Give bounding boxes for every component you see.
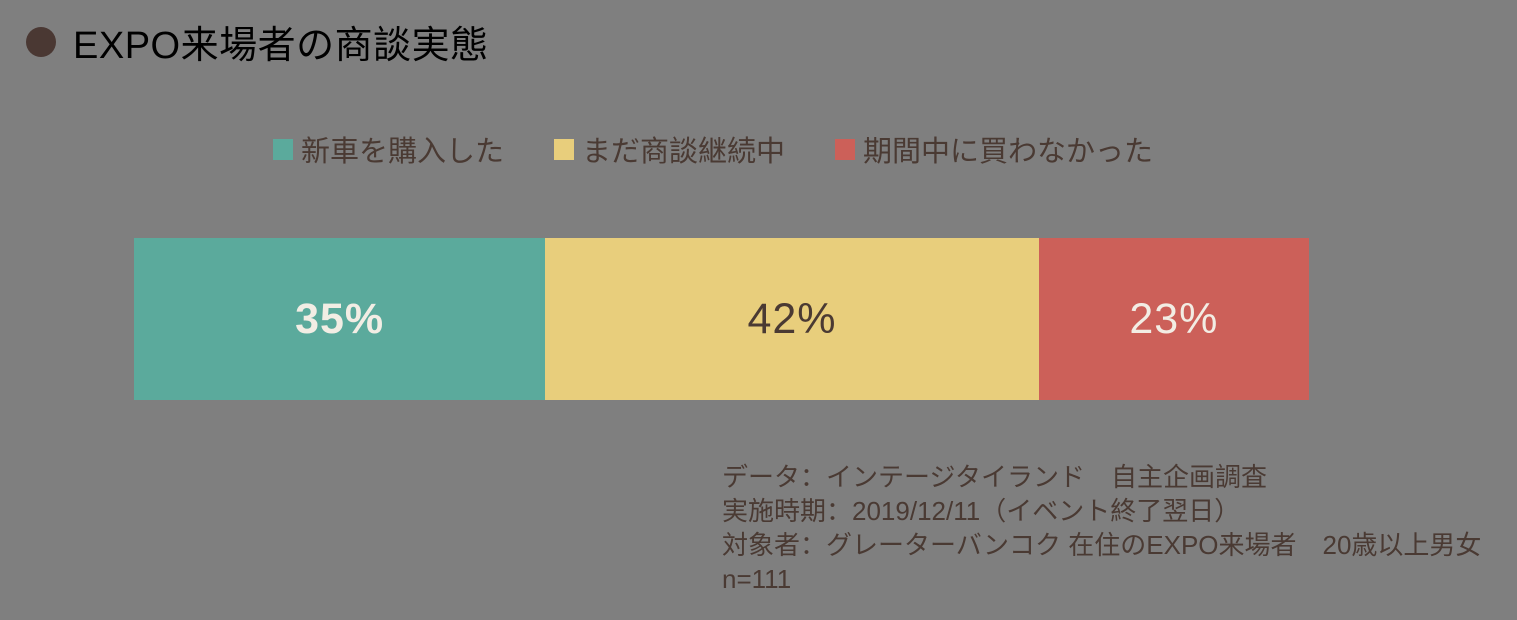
bar-segment-not-bought: 23% [1038,238,1309,400]
legend-swatch-red-icon [835,138,856,160]
segment-value-purchased: 35% [295,294,385,343]
segment-value-ongoing: 42% [747,294,837,343]
bar-segment-purchased: 35% [134,238,546,400]
page-title-row: EXPO来場者の商談実態 [26,14,489,69]
legend-swatch-yellow-icon [554,138,575,160]
legend-item-purchased: 新車を購入した [273,128,504,170]
note-line-data-source: データ：インテージタイランド 自主企画調査 [722,462,1267,492]
bullet-icon [26,26,56,57]
chart-legend: 新車を購入した まだ商談継続中 期間中に買わなかった [273,128,1153,170]
note-line-sample-size: n=111 [722,564,792,594]
legend-swatch-teal-icon [273,138,293,160]
note-line-survey-date: 実施時期：2019/12/11（イベント終了翌日） [722,496,1241,526]
stacked-bar-chart: 35% 42% 23% [134,238,1309,400]
segment-value-not-bought: 23% [1129,294,1219,343]
page-title: EXPO来場者の商談実態 [73,25,489,67]
bar-segment-ongoing: 42% [545,238,1039,400]
note-line-respondents: 対象者：グレーターバンコク 在住のEXPO来場者 20歳以上男女 [722,530,1482,560]
legend-item-not-bought: 期間中に買わなかった [835,128,1153,170]
legend-label-not-bought: 期間中に買わなかった [863,136,1154,168]
legend-label-ongoing: まだ商談継続中 [582,136,786,168]
source-notes: データ：インテージタイランド 自主企画調査 実施時期：2019/12/11（イベ… [722,460,1481,596]
legend-label-purchased: 新車を購入した [301,136,505,168]
legend-item-ongoing: まだ商談継続中 [554,128,785,170]
